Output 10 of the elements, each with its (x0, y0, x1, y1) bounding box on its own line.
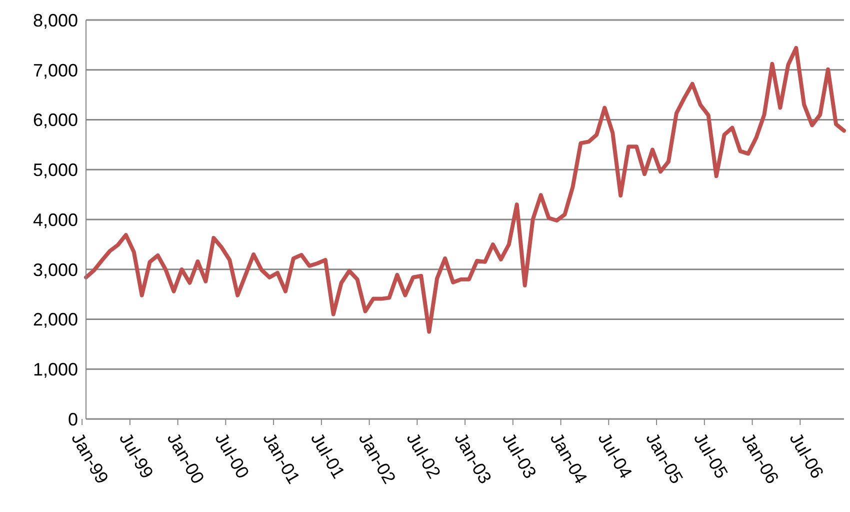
y-tick-label: 7,000 (32, 60, 78, 80)
y-tick-label: 1,000 (32, 360, 78, 380)
line-series (84, 46, 846, 334)
y-tick-label: 4,000 (32, 210, 78, 230)
y-tick-label: 2,000 (32, 310, 78, 330)
y-tick-label: 3,000 (32, 260, 78, 280)
y-tick-label: 0 (68, 409, 78, 430)
y-tick-label: 6,000 (32, 110, 78, 130)
y-tick-label: 5,000 (32, 160, 78, 180)
y-tick-label: 8,000 (32, 10, 78, 30)
